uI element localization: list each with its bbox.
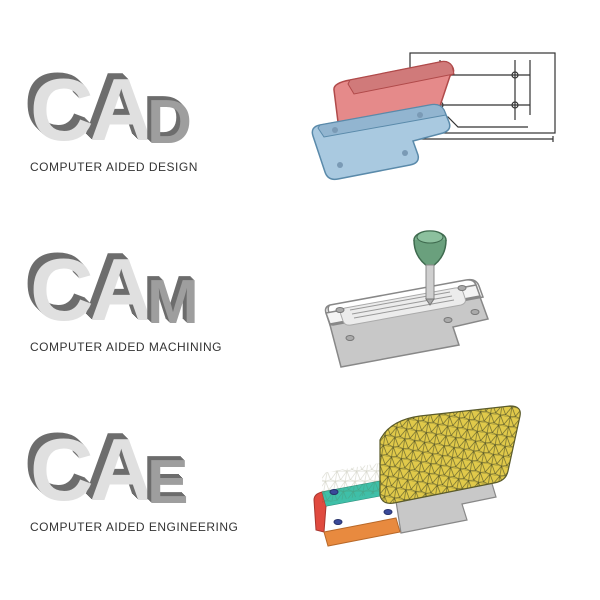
row-cad: CA D COMPUTER AIDED DESIGN	[30, 40, 570, 200]
acronym-small-cad: D	[147, 92, 188, 154]
illustration-cam	[290, 220, 570, 380]
row-cae: CA E COMPUTER AIDED ENGINEERING	[30, 400, 570, 560]
acronym-block-cad: CA D COMPUTER AIDED DESIGN	[30, 66, 290, 174]
acronym-block-cae: CA E COMPUTER AIDED ENGINEERING	[30, 426, 290, 534]
subtitle-cam: COMPUTER AIDED MACHINING	[30, 340, 290, 354]
subtitle-cad: COMPUTER AIDED DESIGN	[30, 160, 290, 174]
illustration-cae	[290, 400, 570, 560]
acronym-big-cam: CA	[30, 246, 149, 334]
acronym-block-cam: CA M COMPUTER AIDED MACHINING	[30, 246, 290, 354]
acronym-small-cam: M	[147, 272, 195, 334]
subtitle-cae: COMPUTER AIDED ENGINEERING	[30, 520, 290, 534]
row-cam: CA M COMPUTER AIDED MACHINING	[30, 220, 570, 380]
acronym-big-cad: CA	[30, 66, 149, 154]
acronym-big-cae: CA	[30, 426, 149, 514]
acronym-small-cae: E	[147, 452, 184, 514]
infographic-container: CA D COMPUTER AIDED DESIGN	[0, 0, 600, 600]
illustration-cad	[290, 45, 570, 195]
